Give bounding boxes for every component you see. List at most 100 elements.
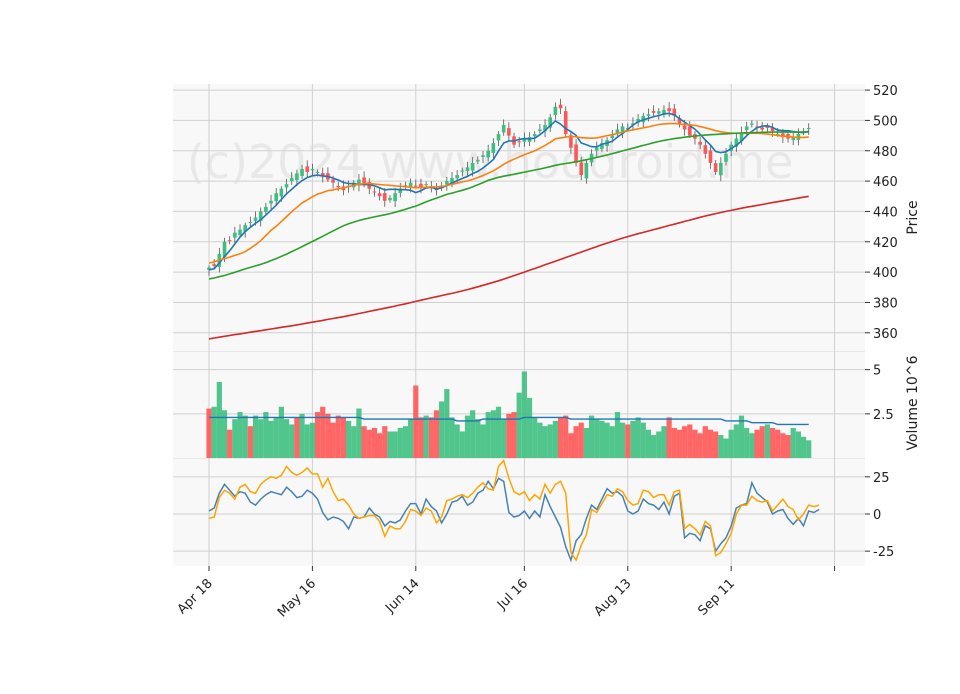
volume-bar-down [506,413,512,458]
volume-bar-up [532,417,538,458]
volume-bar-down [697,433,703,458]
candle-up [610,135,615,139]
grid-lines [173,84,865,566]
osc-b-line [208,458,820,562]
volume-bar-up [356,408,362,458]
volume-bar-up [526,397,533,458]
volume-bar-up [454,424,460,458]
volume-bar-down [371,427,378,458]
candle-up [538,129,542,132]
volume-bar-down [707,429,714,458]
osc-a-line [208,477,820,563]
candle-down [713,163,718,172]
volume-bar-up [263,412,269,458]
x-tick-label: Apr 18 [175,576,216,617]
candle-up [357,179,361,186]
volume-bar-up [599,420,605,458]
candle-down [419,183,423,188]
volume-bar-up [278,406,284,458]
candle-up [594,147,599,151]
candle-up [233,232,237,238]
volume-bar-down [377,433,383,458]
candle-up [636,118,640,123]
volume-bar-up [614,412,621,458]
volume-bar-down [227,429,233,458]
candle-up [501,124,506,133]
volume-bar-down [563,415,569,458]
y-tick-label: 380 [873,296,898,311]
volume-bar-up [718,435,724,458]
candle-up [388,197,392,201]
volume-bar-down [433,410,440,458]
volume-bar-down [511,412,517,458]
volume-bar-down [682,426,688,458]
candle-up [646,114,651,116]
volume-bar-down [340,417,347,458]
x-tick-label: Jul 16 [494,576,531,613]
candle-up [398,188,403,193]
candle-up [532,134,537,137]
candle-up [253,217,258,221]
volume-bar-up [273,417,279,458]
volume-bar-up [542,426,548,458]
volume-bar-up [728,429,734,458]
volume-bar-up [764,424,770,458]
volume-bar-up [444,389,450,458]
candle-down [372,191,377,193]
candle-up [744,126,749,130]
candle-up [470,162,475,171]
y-tick-label: 500 [873,114,898,129]
volume-bar-up [651,435,657,458]
x-tick-label: May 16 [275,576,319,620]
candle-up [615,129,620,134]
x-tick-label: Aug 13 [591,576,634,619]
volume-bar-down [666,417,672,458]
candle-up [656,111,661,114]
candle-up [600,143,604,149]
candle-up [274,193,279,202]
candle-up [393,193,397,202]
volume-bar-up [289,424,295,458]
candle-down [688,126,692,136]
candle-up [739,132,744,142]
candle-down [651,111,656,113]
candle-down [579,162,584,176]
candle-down [507,128,511,136]
volume-bar-up [449,417,455,458]
candle-down [305,166,310,172]
volume-bar-up [211,406,217,458]
candle-up [543,124,547,132]
volume-bar-down [294,417,300,458]
candle-down [672,108,677,116]
volume-bar-up [640,422,646,458]
volume-bar-up [485,412,491,458]
candle-up [724,153,728,162]
volume-bar-up [351,426,357,458]
volume-bar-up [521,371,527,458]
volume-bar-up [620,422,626,458]
y-tick-label: 520 [873,84,898,99]
candle-up [295,173,299,181]
y-tick-label: 440 [873,205,898,220]
volume-bar-up [516,392,522,458]
candle-down [781,133,785,138]
panel-background-price [173,84,865,351]
volume-bar-up [470,410,476,458]
volume-bar-up [258,419,264,458]
y-tick-label: 25 [873,471,890,486]
volume-bar-down [713,431,719,458]
candle-down [708,150,713,163]
y-tick-label: 480 [873,145,898,160]
candle-up [408,182,413,187]
candle-up [300,168,304,176]
candle-down [677,118,682,124]
volume-bar-up [547,424,553,458]
volume-bar-up [594,419,600,458]
x-tick-label: Jun 14 [382,576,422,616]
volume-bar-down [320,406,326,458]
candle-down [517,141,521,143]
candle-up [750,123,754,125]
volume-bar-up [475,419,481,458]
candle-down [362,177,366,185]
candle-up [310,168,315,171]
